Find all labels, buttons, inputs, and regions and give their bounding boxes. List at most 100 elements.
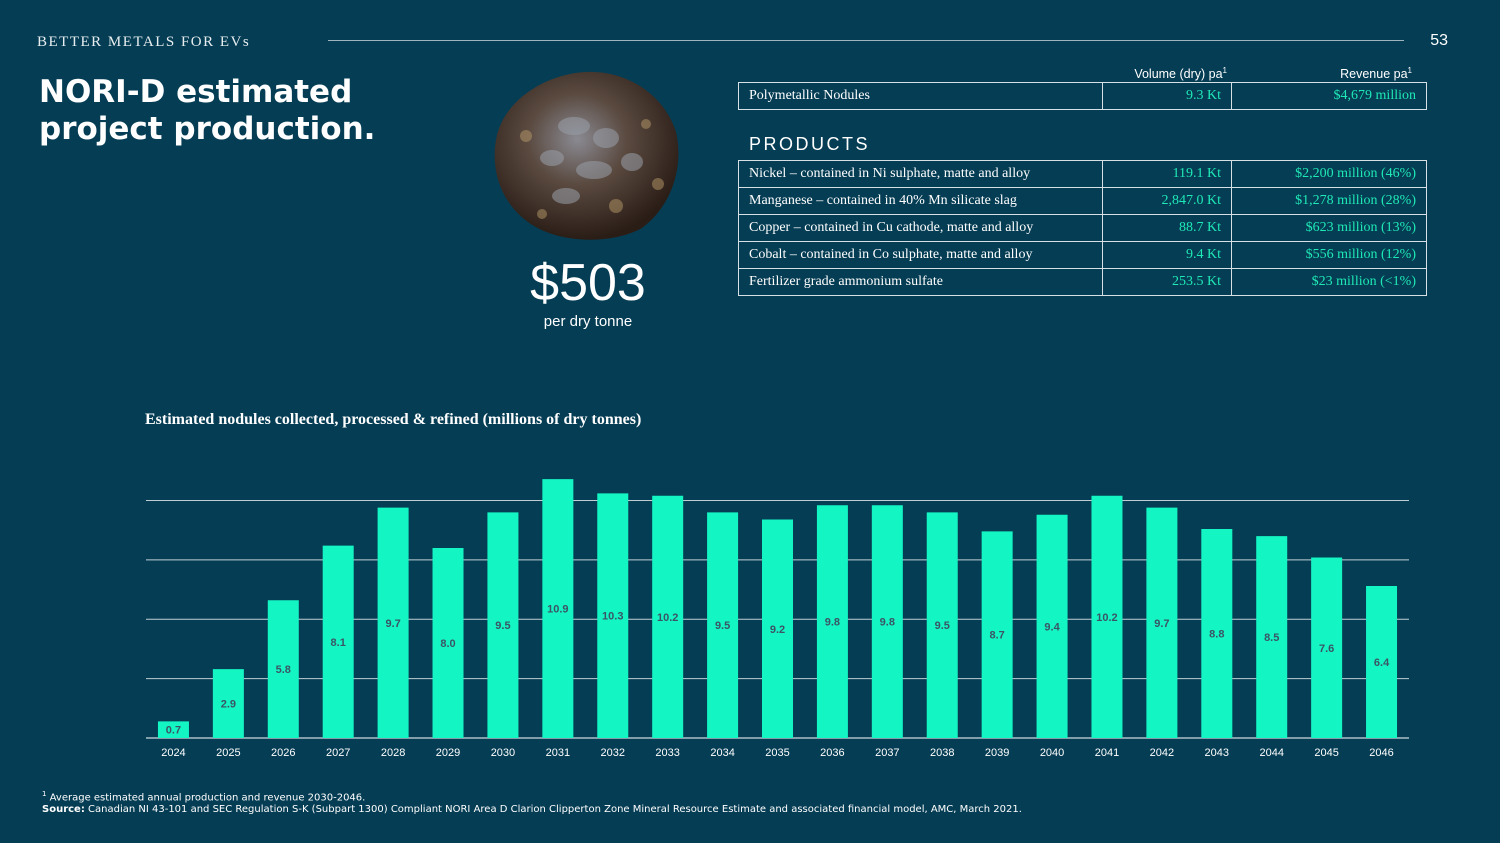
row-revenue: $556 million (12%): [1231, 241, 1427, 269]
price-value: $503: [530, 254, 646, 312]
products-table: Nickel – contained in Ni sulphate, matte…: [738, 160, 1427, 296]
table-row: Fertilizer grade ammonium sulfate 253.5 …: [738, 268, 1427, 296]
data-label: 10.9: [547, 604, 568, 616]
page-number: 53: [1430, 32, 1448, 49]
data-label: 10.3: [602, 611, 623, 623]
bar: [322, 545, 354, 738]
data-label: 10.2: [1096, 612, 1117, 624]
x-tick-label: 2025: [216, 747, 240, 759]
data-label: 6.4: [1374, 657, 1390, 669]
data-label: 9.5: [715, 620, 730, 632]
x-tick-label: 2030: [491, 747, 515, 759]
chart-title: Estimated nodules collected, processed &…: [145, 411, 642, 428]
bar: [1256, 536, 1288, 738]
x-tick-label: 2033: [655, 747, 679, 759]
bar: [1146, 507, 1178, 738]
x-tick-label: 2029: [436, 747, 460, 759]
x-tick-label: 2045: [1314, 747, 1338, 759]
data-label: 10.2: [657, 612, 678, 624]
x-tick-label: 2044: [1259, 747, 1283, 759]
x-tick-label: 2042: [1150, 747, 1174, 759]
nodule-image: [494, 71, 679, 240]
x-tick-label: 2027: [326, 747, 350, 759]
page-title: NORI-D estimated project production.: [39, 74, 376, 147]
row-revenue: $2,200 million (46%): [1231, 160, 1427, 188]
data-label: 8.7: [990, 630, 1005, 642]
data-label: 7.6: [1319, 643, 1334, 655]
x-tick-label: 2043: [1205, 747, 1229, 759]
bar: [652, 495, 684, 738]
row-label: Cobalt – contained in Co sulphate, matte…: [738, 241, 1103, 269]
x-tick-label: 2032: [601, 747, 625, 759]
data-label: 8.5: [1264, 632, 1279, 644]
row-revenue: $623 million (13%): [1231, 214, 1427, 242]
data-label: 5.8: [276, 664, 291, 676]
bar: [157, 721, 189, 738]
x-tick-label: 2038: [930, 747, 954, 759]
footnote-source: Source: Canadian NI 43-101 and SEC Regul…: [42, 804, 1022, 815]
row-volume: 9.4 Kt: [1102, 241, 1232, 269]
data-label: 0.7: [166, 725, 181, 737]
table-row: Polymetallic Nodules 9.3 Kt $4,679 milli…: [738, 82, 1427, 110]
x-tick-label: 2034: [710, 747, 734, 759]
data-label: 9.4: [1044, 621, 1060, 633]
data-label: 9.2: [770, 624, 785, 636]
x-tick-label: 2024: [161, 747, 185, 759]
data-label: 8.1: [331, 637, 346, 649]
x-tick-label: 2036: [820, 747, 844, 759]
data-label: 2.9: [221, 699, 236, 711]
x-tick-label: 2035: [765, 747, 789, 759]
products-heading: PRODUCTS: [749, 134, 871, 154]
x-tick-label: 2040: [1040, 747, 1064, 759]
x-tick-label: 2037: [875, 747, 899, 759]
bar: [707, 512, 739, 738]
bar: [267, 600, 299, 738]
volume-column-header: Volume (dry) pa1: [1134, 66, 1227, 82]
price-unit: per dry tonne: [543, 313, 633, 330]
bar: [871, 505, 903, 738]
header-divider: [328, 40, 1404, 41]
bar: [816, 505, 848, 738]
data-label: 9.7: [385, 618, 400, 630]
bar: [597, 493, 629, 738]
brand-tagline: BETTER METALS FOR EVs: [37, 34, 251, 50]
revenue-column-header: Revenue pa1: [1340, 66, 1412, 82]
bar: [1201, 529, 1233, 738]
bar: [377, 507, 409, 738]
data-label: 9.5: [935, 620, 950, 632]
table-row: Nickel – contained in Ni sulphate, matte…: [738, 160, 1427, 188]
row-label: Nickel – contained in Ni sulphate, matte…: [738, 160, 1103, 188]
row-revenue: $4,679 million: [1231, 82, 1427, 110]
bar: [1091, 495, 1123, 738]
table-row: Cobalt – contained in Co sulphate, matte…: [738, 241, 1427, 269]
bar: [487, 512, 519, 738]
row-volume: 88.7 Kt: [1102, 214, 1232, 242]
row-label: Fertilizer grade ammonium sulfate: [738, 268, 1103, 296]
bar: [1311, 557, 1343, 738]
bar: [432, 548, 464, 738]
x-tick-label: 2028: [381, 747, 405, 759]
bar: [981, 531, 1013, 738]
polymetallic-table: Polymetallic Nodules 9.3 Kt $4,679 milli…: [738, 82, 1427, 110]
data-label: 9.7: [1154, 618, 1169, 630]
x-tick-label: 2039: [985, 747, 1009, 759]
data-label: 9.8: [825, 617, 840, 629]
x-tick-label: 2041: [1095, 747, 1119, 759]
bar: [542, 479, 574, 738]
footnote-average: 1 Average estimated annual production an…: [42, 790, 366, 804]
bar: [1036, 514, 1068, 738]
data-label: 8.8: [1209, 629, 1224, 641]
data-label: 9.5: [495, 620, 510, 632]
bar: [926, 512, 958, 738]
row-revenue: $23 million (<1%): [1231, 268, 1427, 296]
data-label: 9.8: [880, 617, 895, 629]
bar: [762, 519, 793, 738]
x-tick-label: 2031: [546, 747, 570, 759]
row-volume: 253.5 Kt: [1102, 268, 1232, 296]
x-tick-label: 2046: [1369, 747, 1393, 759]
bar: [212, 669, 244, 738]
data-label: 8.0: [440, 638, 455, 650]
x-tick-label: 2026: [271, 747, 295, 759]
bar: [1366, 586, 1398, 738]
